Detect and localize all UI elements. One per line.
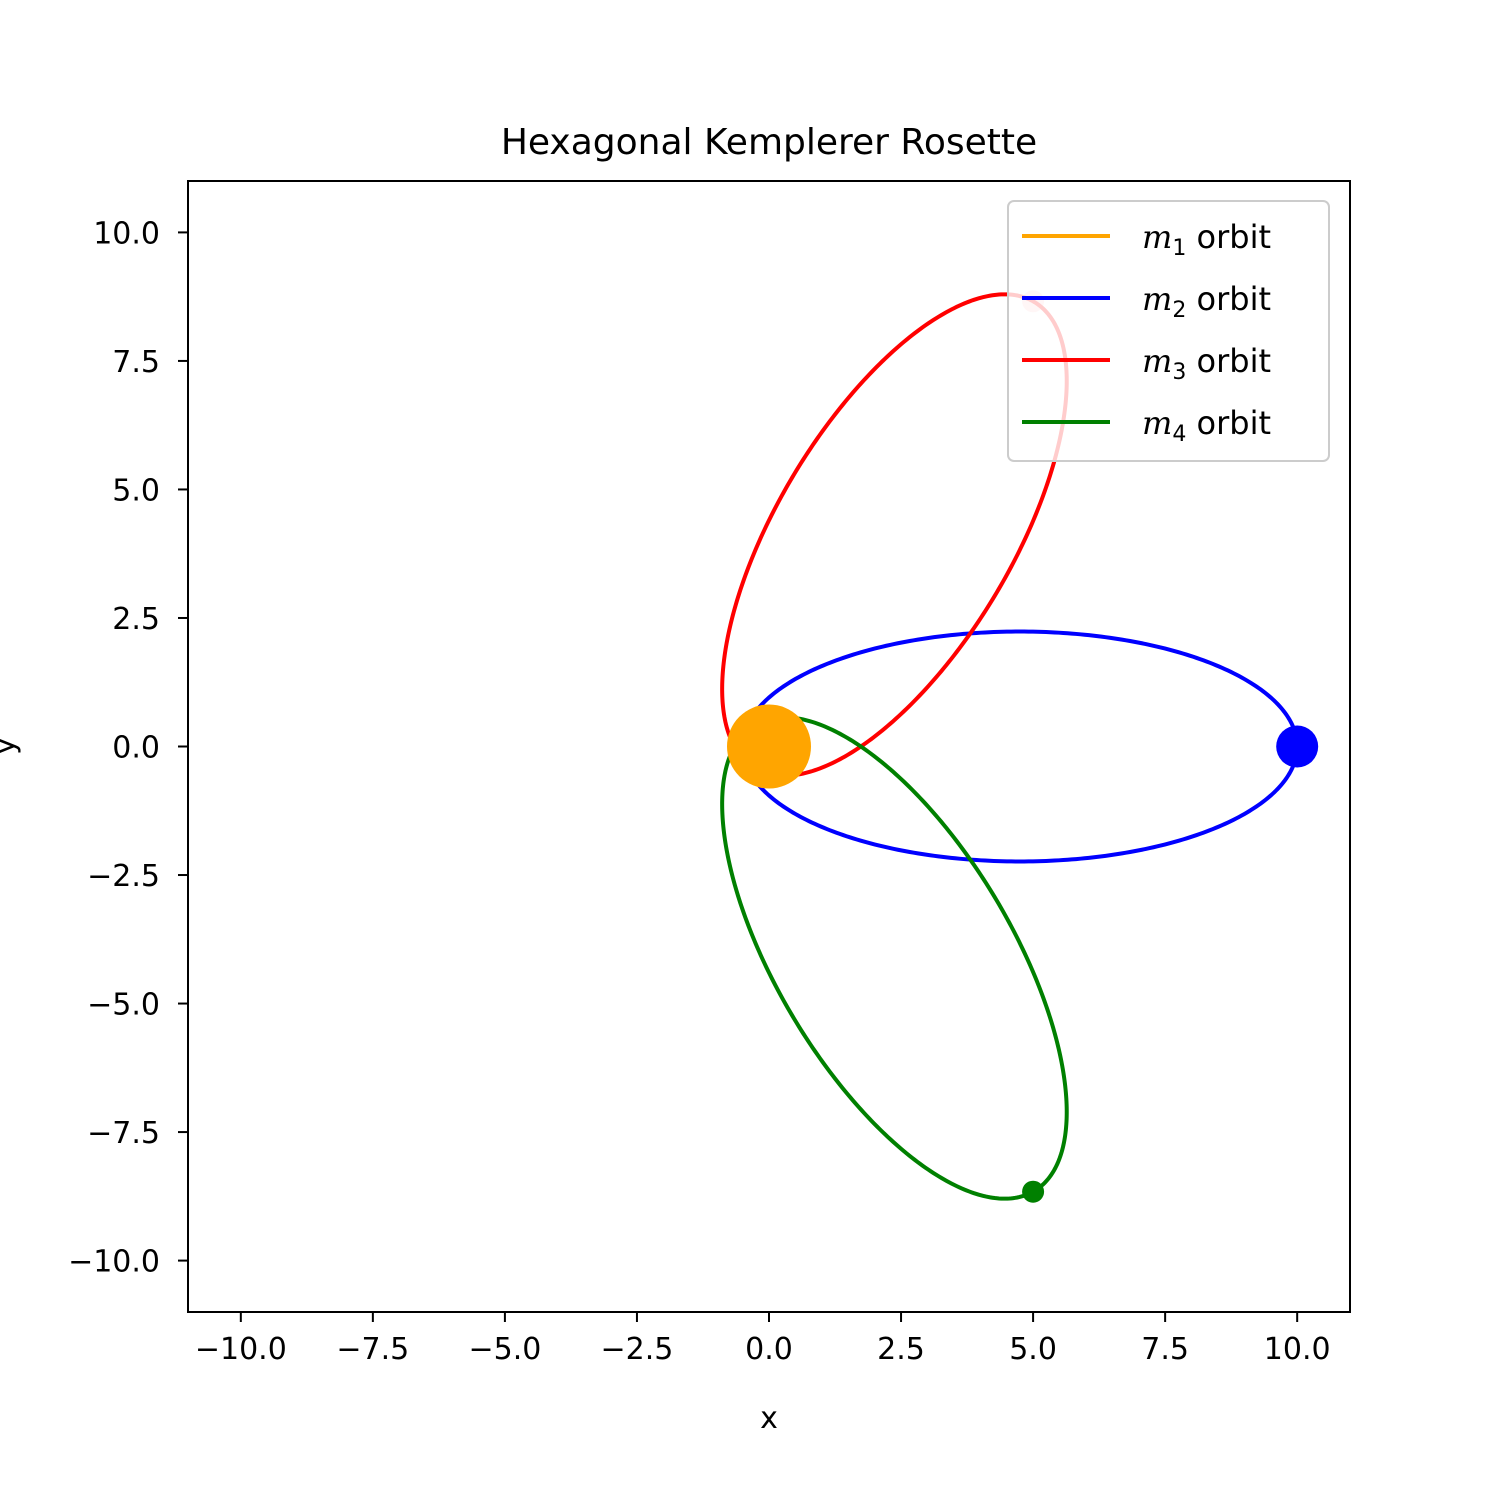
body-m4 [1022,1180,1045,1203]
x-axis-ticks: −10.0 −7.5 −5.0 −2.5 0.0 2.5 5.0 7.5 10.0 [195,1312,1331,1367]
y-tick-label: −5.0 [87,988,160,1023]
legend-box [1007,200,1330,462]
x-axis-label: x [760,1401,778,1436]
y-axis-ticks: −10.0 −7.5 −5.0 −2.5 0.0 2.5 5.0 7.5 10.0 [68,216,188,1280]
plot-area [720,290,1319,1203]
x-tick-label: 5.0 [1009,1332,1057,1367]
legend-label-m1: m1 orbit [1142,218,1271,261]
x-tick-label: −7.5 [336,1332,409,1367]
y-tick-label: 7.5 [112,345,160,380]
y-tick-label: 0.0 [112,731,160,766]
legend-label-m2: m2 orbit [1142,280,1271,323]
y-axis-label: y [0,737,22,755]
x-tick-label: −10.0 [195,1332,287,1367]
x-tick-label: 10.0 [1264,1332,1331,1367]
x-tick-label: −2.5 [601,1332,674,1367]
legend: m1 orbit m2 orbit m3 orbit m4 orbit [1007,200,1330,462]
chart-title: Hexagonal Kemplerer Rosette [501,122,1037,163]
legend-label-m3: m3 orbit [1142,342,1271,385]
body-m1 [727,704,811,789]
x-tick-label: 7.5 [1141,1332,1189,1367]
x-tick-label: 0.0 [745,1332,793,1367]
y-tick-label: −2.5 [87,859,160,894]
y-tick-label: −7.5 [87,1116,160,1151]
x-tick-label: −5.0 [468,1332,541,1367]
legend-label-m4: m4 orbit [1142,404,1271,447]
x-tick-label: 2.5 [877,1332,925,1367]
y-tick-label: 10.0 [93,216,160,251]
y-tick-label: 5.0 [112,473,160,508]
y-tick-label: −10.0 [68,1245,160,1280]
body-m2 [1276,725,1319,768]
y-tick-label: 2.5 [112,602,160,637]
